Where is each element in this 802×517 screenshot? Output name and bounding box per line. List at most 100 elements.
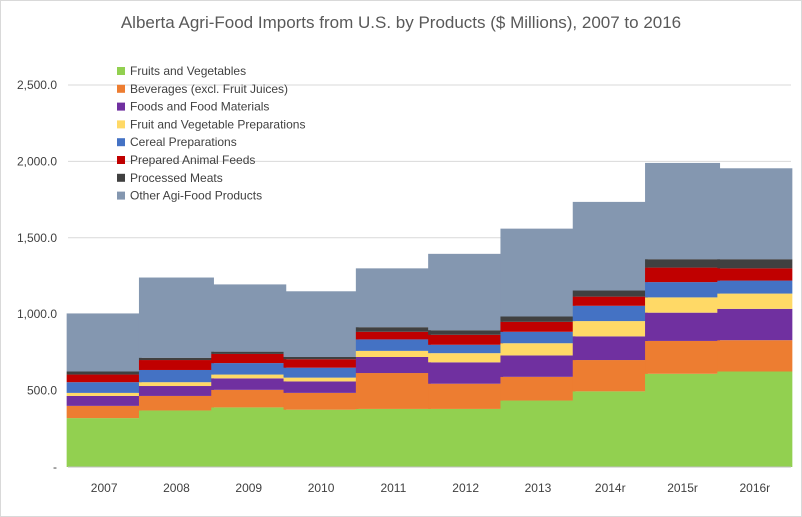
x-tick-label: 2008	[163, 481, 190, 495]
bar-segment	[283, 392, 359, 410]
bar-segment	[355, 408, 431, 467]
legend-swatch	[117, 102, 125, 111]
bar-segment	[645, 340, 721, 374]
bar-segment	[572, 360, 648, 392]
bar-segment	[645, 373, 721, 467]
bar-segment	[355, 350, 431, 357]
legend-label: Cereal Preparations	[130, 135, 237, 149]
legend-label: Foods and Food Materials	[130, 100, 269, 114]
axes: - 500.0 1,000.0 1,500.0 2,000.0 2,500.0 2007 20…	[17, 78, 791, 495]
x-tick-label: 2011	[380, 481, 406, 495]
bar-segment	[66, 392, 142, 396]
bar-segment	[572, 321, 648, 337]
bar-segment	[717, 268, 793, 281]
bar-segment	[717, 168, 793, 260]
bar-segment	[138, 386, 214, 396]
bar-segment	[428, 408, 504, 467]
bar-segment	[717, 371, 793, 467]
x-tick-label: 2014r	[595, 481, 626, 495]
bar-segment	[572, 336, 648, 361]
bar-segment	[283, 356, 359, 360]
bar-segment	[211, 374, 287, 379]
bar-segment	[138, 382, 214, 387]
bar-segment	[283, 291, 359, 357]
bar-segment	[645, 312, 721, 341]
bar-segment	[428, 383, 504, 409]
legend-swatch	[117, 138, 125, 147]
bar-segment	[355, 268, 431, 328]
bar-segment	[645, 267, 721, 283]
bar-segment	[717, 308, 793, 341]
bar-segment	[428, 362, 504, 384]
bar-segment	[355, 339, 431, 351]
bar-segment	[211, 378, 287, 390]
bar-segment	[138, 277, 214, 358]
x-tick-label: 2013	[525, 481, 552, 495]
bar-segment	[283, 381, 359, 393]
bar-segment	[283, 409, 359, 467]
bar-segment	[572, 296, 648, 306]
bar-segment	[355, 373, 431, 409]
bar-segment	[66, 371, 142, 375]
bar-segment	[138, 360, 214, 370]
bar-segment	[428, 330, 504, 335]
bar-segment	[717, 280, 793, 294]
bar-segment	[138, 357, 214, 361]
bar-segment	[428, 334, 504, 345]
bar-segment	[355, 331, 431, 340]
bar-segment	[500, 331, 576, 344]
legend-swatch	[117, 173, 125, 182]
legend-label: Fruit and Vegetable Preparations	[130, 117, 305, 131]
bar-segment	[500, 228, 576, 317]
bar-segment	[66, 313, 142, 372]
bar-segment	[428, 353, 504, 363]
bar-segment	[138, 410, 214, 467]
bar-segment	[500, 376, 576, 401]
legend-swatch	[117, 120, 125, 129]
legend-label: Processed Meats	[130, 171, 223, 185]
bar-segment	[572, 391, 648, 467]
bar-segment	[645, 162, 721, 260]
x-tick-label: 2016r	[739, 481, 770, 495]
bar-segment	[355, 327, 431, 332]
legend-swatch	[117, 84, 125, 93]
bar-segment	[355, 356, 431, 374]
bar-segment	[66, 418, 142, 467]
bar-segment	[572, 290, 648, 297]
legend-label: Beverages (excl. Fruit Juices)	[130, 82, 288, 96]
bar-segment	[717, 340, 793, 372]
bar-segment	[211, 407, 287, 467]
bar-segment	[428, 344, 504, 354]
y-tick-label: -	[53, 460, 57, 474]
bar-segment	[66, 374, 142, 383]
bar-segment	[500, 321, 576, 332]
legend-swatch	[117, 67, 125, 75]
bar-segment	[572, 201, 648, 291]
bar-segment	[66, 405, 142, 419]
bar-segment	[645, 297, 721, 313]
legend-label: Fruits and Vegetables	[130, 64, 246, 78]
bar-segment	[211, 284, 287, 352]
x-tick-label: 2009	[235, 481, 262, 495]
bar-segment	[428, 253, 504, 331]
x-tick-label: 2012	[452, 481, 479, 495]
bar-segment	[138, 395, 214, 411]
legend-swatch	[117, 191, 125, 200]
y-tick-label: 1,500.0	[17, 231, 57, 245]
legend-label: Other Agi-Food Products	[130, 189, 262, 203]
legend-label: Prepared Animal Feeds	[130, 153, 255, 167]
bars	[66, 162, 793, 467]
y-tick-label: 2,500.0	[17, 78, 57, 92]
bar-segment	[500, 400, 576, 467]
bar-segment	[717, 259, 793, 269]
x-tick-label: 2015r	[667, 481, 698, 495]
bar-segment	[283, 377, 359, 382]
y-tick-label: 2,000.0	[17, 154, 57, 168]
x-tick-label: 2007	[91, 481, 118, 495]
bar-segment	[211, 363, 287, 375]
bar-segment	[211, 353, 287, 364]
bar-segment	[66, 382, 142, 393]
x-tick-label: 2010	[308, 481, 335, 495]
legend-swatch	[117, 156, 125, 164]
